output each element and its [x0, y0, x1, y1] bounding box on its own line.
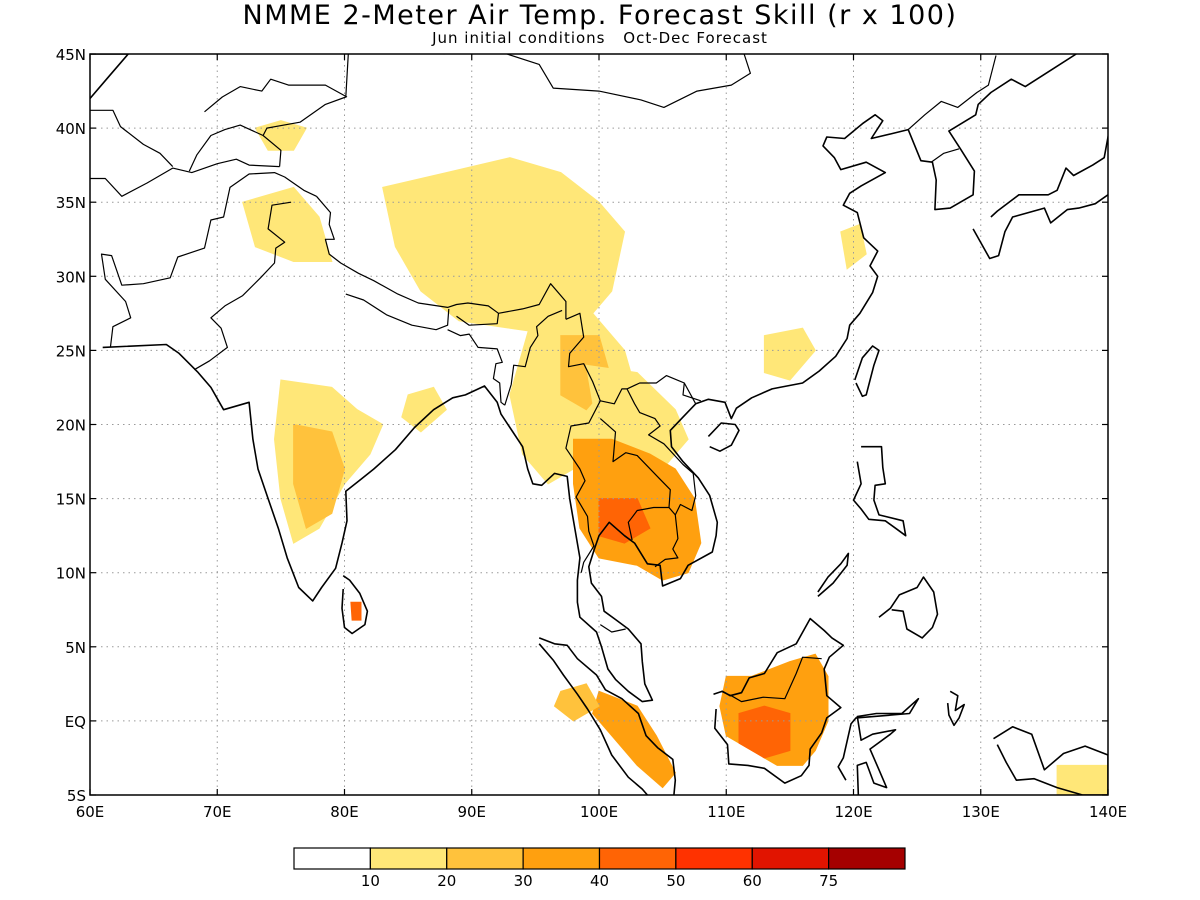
y-tick-label: 35N: [56, 194, 86, 212]
y-tick-label: 5N: [65, 639, 86, 657]
colorbar: 10 20 30 40 50 60 75: [293, 847, 906, 890]
coastline-sri-lanka: [341, 575, 369, 635]
x-tick-label: 90E: [457, 803, 486, 821]
border-malaysia-thailand: [599, 624, 626, 633]
y-tick-label: 5S: [67, 787, 86, 805]
colorbar-swatch-4: [598, 847, 677, 870]
border-kyrgyz-kazakh: [204, 78, 348, 113]
subtitle-forecast-period: Oct-Dec Forecast: [623, 29, 768, 47]
y-tick-label: 30N: [56, 268, 86, 286]
colorbar-label: 30: [514, 872, 533, 890]
coastline-borneo: [713, 617, 845, 784]
skill-region-17: [350, 601, 362, 621]
border-india-china-nepal: [316, 195, 567, 320]
border-borneo-border: [720, 656, 822, 703]
colorbar-swatch-2: [446, 847, 524, 870]
x-tick-label: 60E: [76, 803, 105, 821]
colorbar-swatch-6: [751, 847, 830, 870]
map-subtitle: Jun initial conditions Oct-Dec Forecast: [0, 28, 1200, 48]
y-tick-label: 15N: [56, 491, 86, 509]
border-bangladesh: [447, 329, 506, 406]
border-vietnam-china-coast: [683, 382, 697, 405]
coastline-sulawesi: [837, 697, 920, 795]
border-pakistan-india: [193, 201, 292, 371]
colorbar-swatch-1: [369, 847, 448, 870]
coastline-layer: [90, 54, 1108, 795]
coastline-hainan: [707, 422, 740, 453]
coastline-palawan: [817, 552, 850, 598]
colorbar-swatch-0: [293, 847, 371, 870]
colorbar-label: 20: [437, 872, 456, 890]
skill-region-19: [401, 386, 447, 433]
coastline-mindanao: [878, 576, 939, 639]
colorbar-swatch-5: [675, 847, 753, 870]
border-china-north: [262, 54, 349, 167]
coastline-new-guinea: [993, 725, 1108, 795]
border-cambodia-laos: [668, 507, 676, 516]
x-tick-label: 110E: [707, 803, 745, 821]
coastline-halmahera: [946, 690, 966, 727]
x-tick-label: 140E: [1089, 803, 1127, 821]
border-uzbek-turkmen: [90, 109, 174, 168]
coastline-asia-south-coast: [102, 54, 1077, 703]
border-iran-pakistan: [100, 172, 317, 348]
coastline-caspian: [90, 54, 129, 100]
border-mongolia: [443, 54, 752, 109]
y-tick-label: 10N: [56, 565, 86, 583]
colorbar-swatch-7: [828, 847, 906, 870]
border-korea-dmz: [930, 148, 960, 163]
border-myanmar-thailand: [565, 400, 601, 573]
x-tick-label: 100E: [580, 803, 618, 821]
border-kyrgyz-uzbek: [188, 124, 264, 172]
x-tick-label: 130E: [962, 803, 1000, 821]
y-tick-label: EQ: [65, 713, 86, 731]
border-myanmar-china: [565, 312, 701, 405]
skill-shading-layer: [242, 120, 1108, 795]
border-laos-vietnam: [626, 388, 697, 568]
colorbar-label: 60: [743, 872, 762, 890]
coastline-japan: [972, 132, 1108, 260]
x-tick-label: 80E: [330, 803, 359, 821]
border-bhutan: [456, 313, 500, 326]
lat-lon-grid: [90, 54, 1108, 795]
border-nepal-india: [345, 293, 450, 331]
subtitle-initial-conditions: Jun initial conditions: [432, 29, 606, 47]
coastline-sumatra: [538, 637, 677, 795]
x-tick-label: 70E: [203, 803, 232, 821]
colorbar-label: 40: [590, 872, 609, 890]
map-title: NMME 2-Meter Air Temp. Forecast Skill (r…: [242, 0, 958, 31]
skill-region-18: [1056, 764, 1108, 795]
axis-ticks: 60E 70E 80E 90E 100E 110E 120E 130E 140E 45N 40N 35…: [56, 46, 1127, 821]
y-tick-label: 20N: [56, 417, 86, 435]
skill-region-4: [242, 186, 333, 262]
colorbar-swatch-3: [522, 847, 601, 870]
skill-region-10: [598, 498, 651, 544]
colorbar-label: 10: [361, 872, 380, 890]
border-laos-thailand: [599, 418, 671, 541]
coastline-taiwan: [854, 345, 880, 398]
y-tick-label: 45N: [56, 46, 86, 64]
skill-region-16: [553, 683, 600, 722]
y-tick-label: 40N: [56, 120, 86, 138]
border-afghanistan-north: [90, 158, 280, 197]
x-tick-label: 120E: [834, 803, 872, 821]
colorbar-label: 75: [819, 872, 838, 890]
colorbar-label: 50: [666, 872, 685, 890]
border-china-korea: [907, 55, 997, 131]
y-tick-label: 25N: [56, 342, 86, 360]
coastline-luzon: [852, 445, 907, 537]
skill-region-11: [763, 327, 816, 381]
skill-region-14: [738, 705, 791, 759]
skill-region-1: [293, 423, 346, 529]
border-india-myanmar: [504, 309, 563, 406]
